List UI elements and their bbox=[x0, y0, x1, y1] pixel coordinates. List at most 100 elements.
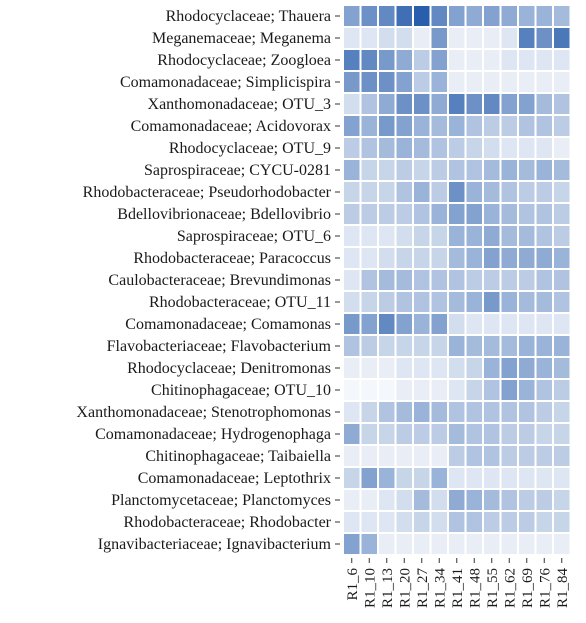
heatmap-cell bbox=[412, 356, 432, 380]
heatmap-cell bbox=[429, 70, 449, 94]
heatmap-cell bbox=[482, 488, 502, 512]
heatmap-cell bbox=[517, 48, 537, 72]
heatmap-cell bbox=[429, 180, 449, 204]
heatmap-cell bbox=[359, 48, 379, 72]
heatmap-cell bbox=[517, 158, 537, 182]
heatmap-cell bbox=[517, 114, 537, 138]
heatmap-cell bbox=[482, 224, 502, 248]
heatmap-cell bbox=[499, 378, 519, 402]
heatmap-cell bbox=[359, 70, 379, 94]
heatmap-cell bbox=[412, 444, 432, 468]
column-ticks bbox=[351, 558, 563, 563]
heatmap-cell bbox=[342, 268, 362, 292]
heatmap-cell bbox=[552, 356, 572, 380]
heatmap-cell bbox=[482, 378, 502, 402]
heatmap-cell bbox=[464, 378, 484, 402]
heatmap-cell bbox=[534, 26, 554, 50]
heatmap-cell bbox=[429, 466, 449, 490]
heatmap-cell bbox=[517, 422, 537, 446]
heatmap-cell bbox=[499, 334, 519, 358]
row-label: Comamonadaceae; Hydrogenophaga bbox=[95, 426, 331, 443]
heatmap-cell bbox=[342, 246, 362, 270]
heatmap-cell bbox=[464, 334, 484, 358]
heatmap-cell bbox=[552, 92, 572, 116]
heatmap-cell bbox=[377, 444, 397, 468]
heatmap-cell bbox=[429, 312, 449, 336]
heatmap-cell bbox=[429, 532, 449, 556]
column-label: R1_76 bbox=[537, 568, 553, 609]
heatmap-cell bbox=[517, 312, 537, 336]
heatmap-cell bbox=[482, 444, 502, 468]
heatmap-cell bbox=[499, 510, 519, 534]
heatmap-cell bbox=[447, 466, 467, 490]
heatmap-cell bbox=[342, 92, 362, 116]
heatmap-cell bbox=[429, 4, 449, 28]
heatmap-cell bbox=[482, 70, 502, 94]
heatmap-cell bbox=[482, 26, 502, 50]
heatmap-cell bbox=[359, 26, 379, 50]
heatmap-cell bbox=[394, 70, 414, 94]
heatmap-cell bbox=[377, 510, 397, 534]
heatmap-cell bbox=[429, 510, 449, 534]
heatmap-cell bbox=[342, 312, 362, 336]
heatmap-cell bbox=[517, 246, 537, 270]
row-label: Rhodocyclaceae; Zoogloea bbox=[157, 52, 331, 69]
heatmap-cell bbox=[552, 444, 572, 468]
heatmap-cell bbox=[534, 180, 554, 204]
heatmap-cell bbox=[394, 246, 414, 270]
heatmap-cell bbox=[394, 466, 414, 490]
heatmap-cell bbox=[534, 400, 554, 424]
heatmap-cell bbox=[394, 92, 414, 116]
heatmap-cell bbox=[499, 4, 519, 28]
heatmap-cell bbox=[447, 378, 467, 402]
row-label: Comamonadaceae; Comamonas bbox=[125, 316, 331, 333]
heatmap-cell bbox=[534, 334, 554, 358]
heatmap-cell bbox=[499, 422, 519, 446]
heatmap-cell bbox=[412, 26, 432, 50]
heatmap-cell bbox=[412, 224, 432, 248]
row-label: Planctomycetaceae; Planctomyces bbox=[111, 492, 331, 509]
heatmap-cell bbox=[359, 510, 379, 534]
heatmap-cell bbox=[359, 224, 379, 248]
heatmap-cell bbox=[394, 378, 414, 402]
heatmap-cell bbox=[447, 202, 467, 226]
heatmap-cell bbox=[482, 268, 502, 292]
heatmap-cell bbox=[534, 114, 554, 138]
column-label: R1_13 bbox=[380, 568, 396, 608]
heatmap-cell bbox=[412, 378, 432, 402]
heatmap-cell bbox=[394, 114, 414, 138]
heatmap-cell bbox=[447, 158, 467, 182]
heatmap-cell bbox=[534, 466, 554, 490]
heatmap-cell bbox=[552, 488, 572, 512]
heatmap-cell bbox=[499, 268, 519, 292]
heatmap-cell bbox=[394, 400, 414, 424]
heatmap-cell bbox=[359, 334, 379, 358]
heatmap-cell bbox=[377, 268, 397, 292]
row-labels: Rhodocyclaceae; Thauera Meganemaceae; Meg… bbox=[76, 8, 331, 553]
heatmap-cell bbox=[517, 290, 537, 314]
heatmap-cell bbox=[359, 158, 379, 182]
column-label: R1_41 bbox=[450, 568, 466, 608]
heatmap-cell bbox=[499, 48, 519, 72]
heatmap-cell bbox=[342, 422, 362, 446]
heatmap-cell bbox=[534, 532, 554, 556]
heatmap-cell bbox=[394, 532, 414, 556]
heatmap-cell bbox=[447, 4, 467, 28]
heatmap-cell bbox=[499, 114, 519, 138]
heatmap-cell bbox=[377, 422, 397, 446]
heatmap-cell bbox=[342, 180, 362, 204]
row-label: Bdellovibrionaceae; Bdellovibrio bbox=[117, 206, 331, 223]
heatmap-cell bbox=[377, 290, 397, 314]
heatmap-cell bbox=[359, 312, 379, 336]
heatmap-cell bbox=[342, 378, 362, 402]
heatmap-cell bbox=[447, 48, 467, 72]
heatmap-cell bbox=[534, 70, 554, 94]
heatmap-cell bbox=[377, 4, 397, 28]
heatmap-cell bbox=[534, 510, 554, 534]
heatmap-cell bbox=[429, 378, 449, 402]
heatmap-cell bbox=[342, 444, 362, 468]
heatmap-cell bbox=[342, 202, 362, 226]
heatmap-cell bbox=[412, 290, 432, 314]
heatmap-cell bbox=[429, 400, 449, 424]
heatmap-cell bbox=[552, 136, 572, 160]
